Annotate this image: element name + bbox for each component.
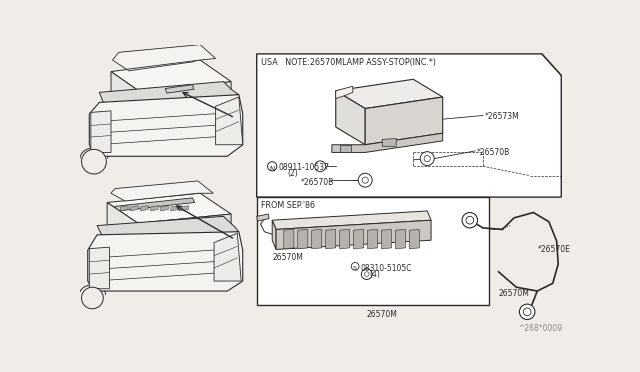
Polygon shape [111, 60, 231, 93]
Circle shape [358, 173, 372, 187]
Polygon shape [91, 111, 111, 153]
Circle shape [364, 272, 369, 276]
Polygon shape [257, 54, 561, 197]
Polygon shape [367, 230, 378, 249]
Text: *26570B: *26570B [301, 178, 334, 187]
Polygon shape [120, 206, 128, 211]
Polygon shape [142, 81, 231, 114]
Circle shape [462, 212, 477, 228]
Polygon shape [161, 206, 168, 211]
Polygon shape [180, 206, 189, 211]
Polygon shape [90, 247, 109, 289]
Polygon shape [97, 217, 239, 241]
Circle shape [424, 155, 430, 162]
Text: S: S [353, 266, 356, 271]
Text: (2): (2) [288, 169, 298, 179]
Polygon shape [340, 145, 351, 153]
Polygon shape [396, 230, 406, 249]
Circle shape [362, 177, 368, 183]
Polygon shape [107, 193, 231, 223]
Polygon shape [381, 230, 392, 249]
Polygon shape [90, 95, 243, 156]
Polygon shape [272, 211, 431, 230]
Polygon shape [138, 214, 231, 243]
Bar [257, 197, 489, 305]
Polygon shape [150, 206, 158, 211]
Polygon shape [257, 214, 269, 221]
Polygon shape [214, 233, 241, 281]
Polygon shape [336, 79, 443, 109]
Text: N: N [269, 166, 275, 172]
Polygon shape [336, 86, 353, 99]
Circle shape [466, 217, 474, 224]
Text: *26573M: *26573M [484, 112, 519, 121]
Text: 08310-5105C: 08310-5105C [360, 264, 412, 273]
Polygon shape [382, 139, 396, 146]
Text: 26570M: 26570M [272, 253, 303, 262]
Circle shape [362, 269, 372, 279]
Polygon shape [216, 97, 243, 145]
Text: ^268*0009: ^268*0009 [518, 324, 562, 333]
Text: (4): (4) [370, 270, 381, 279]
Circle shape [524, 308, 531, 316]
Text: *26570E: *26570E [537, 245, 570, 254]
Polygon shape [123, 57, 195, 71]
Polygon shape [298, 230, 308, 249]
Polygon shape [272, 220, 276, 250]
Circle shape [351, 263, 359, 270]
Polygon shape [107, 202, 138, 243]
Text: USA   NOTE:26570MLAMP ASSY-STOP(INC.*): USA NOTE:26570MLAMP ASSY-STOP(INC.*) [260, 58, 436, 67]
Circle shape [315, 161, 326, 172]
Circle shape [81, 150, 106, 174]
Text: 26570M: 26570M [367, 310, 397, 319]
Text: FROM SEP.'86: FROM SEP.'86 [260, 201, 315, 210]
Circle shape [81, 287, 103, 309]
Text: 08911-10537: 08911-10537 [278, 163, 330, 172]
Polygon shape [131, 206, 138, 211]
Polygon shape [115, 198, 195, 211]
Polygon shape [171, 206, 179, 211]
Polygon shape [111, 71, 142, 114]
Polygon shape [99, 81, 239, 106]
Polygon shape [284, 230, 294, 249]
Text: 26570M: 26570M [499, 289, 529, 298]
Text: *26570B: *26570B [477, 148, 510, 157]
Polygon shape [336, 91, 365, 145]
Circle shape [520, 304, 535, 320]
Polygon shape [113, 45, 216, 69]
Circle shape [420, 152, 434, 166]
Polygon shape [340, 230, 349, 249]
Polygon shape [410, 230, 419, 249]
Polygon shape [353, 230, 364, 249]
Polygon shape [276, 220, 431, 250]
Polygon shape [111, 181, 213, 201]
Polygon shape [165, 85, 194, 93]
Circle shape [268, 162, 277, 171]
Polygon shape [140, 206, 148, 211]
Polygon shape [88, 232, 243, 291]
Polygon shape [326, 230, 336, 249]
Polygon shape [365, 97, 443, 145]
Polygon shape [332, 133, 443, 153]
Polygon shape [312, 230, 322, 249]
